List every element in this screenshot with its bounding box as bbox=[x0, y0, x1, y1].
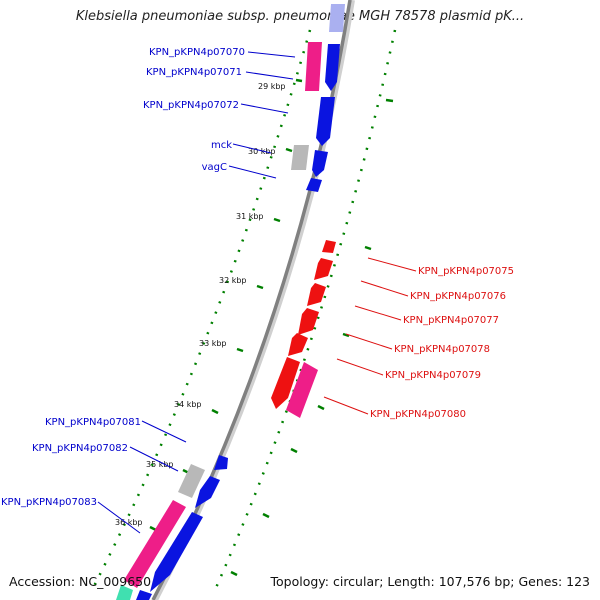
gene-block bbox=[305, 42, 322, 91]
gene-label: KPN_pKPN4p07080 bbox=[370, 409, 466, 420]
gene-arrow bbox=[322, 240, 336, 253]
backbone-shadow bbox=[152, 0, 355, 600]
reverse-strand-genes bbox=[271, 240, 336, 418]
map-title: Klebsiella pneumoniae subsp. pneumoniae … bbox=[75, 9, 525, 24]
outer-major-ticks bbox=[230, 98, 394, 577]
gene-arrow bbox=[150, 512, 203, 592]
gene-block bbox=[286, 362, 318, 418]
gene-label: KPN_pKPN4p07077 bbox=[403, 315, 499, 326]
scale-label: 30 kbp bbox=[248, 147, 276, 156]
reverse-gene-labels: KPN_pKPN4p07075 KPN_pKPN4p07076 KPN_pKPN… bbox=[370, 266, 514, 420]
accession-text: Accession: NC_009650 bbox=[9, 574, 152, 589]
forward-leader-lines bbox=[97, 51, 296, 534]
scale-label: 34 kbp bbox=[174, 400, 202, 409]
gene-arrow bbox=[316, 97, 335, 146]
forward-strand-genes-lower bbox=[116, 455, 228, 600]
gene-label: KPN_pKPN4p07071 bbox=[146, 67, 242, 78]
reverse-leader-lines bbox=[323, 257, 417, 415]
topology-summary: Topology: circular; Length: 107,576 bp; … bbox=[270, 574, 591, 589]
gene-arrow bbox=[288, 333, 308, 356]
scale-label: 32 kbp bbox=[219, 276, 247, 285]
gene-label: KPN_pKPN4p07081 bbox=[45, 417, 141, 428]
inner-major-ticks bbox=[149, 78, 303, 532]
scale-label: 31 kbp bbox=[236, 212, 264, 221]
scale-label: 36 kbp bbox=[115, 518, 143, 527]
gene-label: KPN_pKPN4p07083 bbox=[1, 497, 97, 508]
gene-block bbox=[124, 500, 186, 588]
gene-arrow bbox=[325, 44, 340, 91]
gene-arrow bbox=[136, 590, 152, 600]
gene-block bbox=[291, 145, 309, 170]
gene-arrow bbox=[314, 258, 333, 280]
gene-label: KPN_pKPN4p07070 bbox=[149, 47, 245, 58]
gene-arrow bbox=[306, 178, 322, 192]
gene-label: KPN_pKPN4p07078 bbox=[394, 344, 490, 355]
forward-gene-labels: KPN_pKPN4p07070 KPN_pKPN4p07071 KPN_pKPN… bbox=[1, 47, 245, 508]
scale-label: 29 kbp bbox=[258, 82, 286, 91]
gene-label: mck bbox=[211, 140, 232, 151]
gene-block bbox=[178, 464, 205, 498]
gene-arrow bbox=[312, 150, 328, 177]
gene-label: KPN_pKPN4p07072 bbox=[143, 100, 239, 111]
gene-block bbox=[329, 4, 345, 32]
gene-label: KPN_pKPN4p07076 bbox=[410, 291, 506, 302]
gene-block bbox=[116, 585, 133, 600]
scale-label: 35 kbp bbox=[146, 460, 174, 469]
gene-arrow bbox=[214, 455, 228, 470]
forward-strand-genes bbox=[291, 4, 345, 192]
gene-arrow bbox=[271, 357, 300, 409]
gene-arrow bbox=[195, 476, 220, 508]
scale-label: 33 kbp bbox=[199, 339, 227, 348]
gene-label: KPN_pKPN4p07075 bbox=[418, 266, 514, 277]
gene-arrow bbox=[298, 308, 319, 335]
gene-label: KPN_pKPN4p07082 bbox=[32, 443, 128, 454]
gene-label: vagC bbox=[202, 162, 227, 173]
gene-label: KPN_pKPN4p07079 bbox=[385, 370, 481, 381]
gene-arrow bbox=[307, 283, 326, 306]
